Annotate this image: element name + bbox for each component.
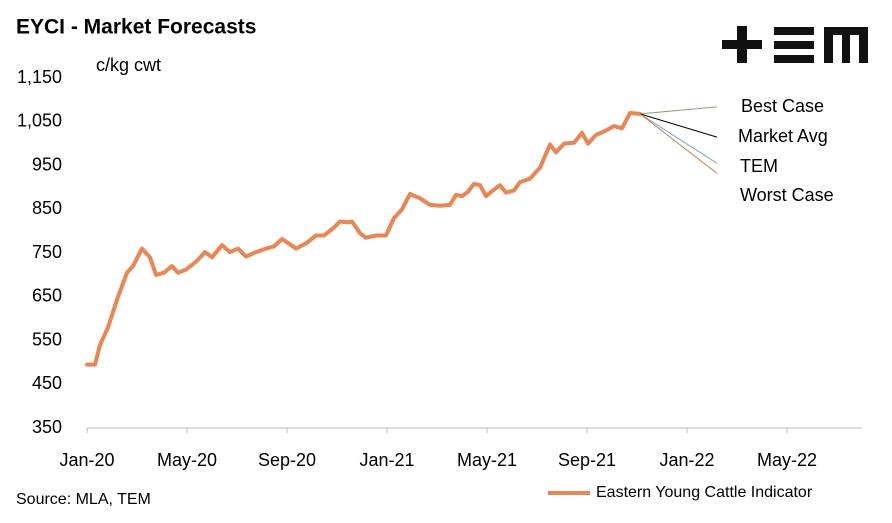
forecast-label: TEM <box>740 156 778 176</box>
y-tick-label: 450 <box>32 373 62 393</box>
x-tick-label: May-21 <box>457 450 517 470</box>
forecast-label: Best Case <box>741 96 824 116</box>
y-tick-label: 750 <box>32 242 62 262</box>
source-note: Source: MLA, TEM <box>16 491 151 508</box>
forecast-line <box>639 113 718 164</box>
y-tick-label: 950 <box>32 154 62 174</box>
x-tick-label: Sep-21 <box>558 450 616 470</box>
y-tick-label: 350 <box>32 417 62 437</box>
y-axis-label: c/kg cwt <box>96 55 161 75</box>
y-tick-label: 650 <box>32 286 62 306</box>
y-tick-label: 550 <box>32 329 62 349</box>
data-line <box>85 111 642 367</box>
chart-title: EYCI - Market Forecasts <box>16 16 256 39</box>
x-tick-label: Jan-20 <box>59 450 114 470</box>
forecast-line <box>639 106 718 115</box>
x-tick-label: Jan-22 <box>659 450 714 470</box>
forecast-line <box>639 113 718 174</box>
y-tick-label: 1,050 <box>17 111 62 131</box>
logo <box>722 26 868 63</box>
forecast-label: Market Avg <box>738 126 828 146</box>
x-tick-label: Sep-20 <box>258 450 316 470</box>
x-tick-label: May-22 <box>757 450 817 470</box>
forecast-line <box>639 113 718 138</box>
legend-label: Eastern Young Cattle Indicator <box>596 484 813 501</box>
forecast-label: Worst Case <box>740 185 834 205</box>
y-tick-label: 1,150 <box>17 67 62 87</box>
x-tick-label: Jan-21 <box>359 450 414 470</box>
y-tick-label: 850 <box>32 198 62 218</box>
x-tick-label: May-20 <box>157 450 217 470</box>
